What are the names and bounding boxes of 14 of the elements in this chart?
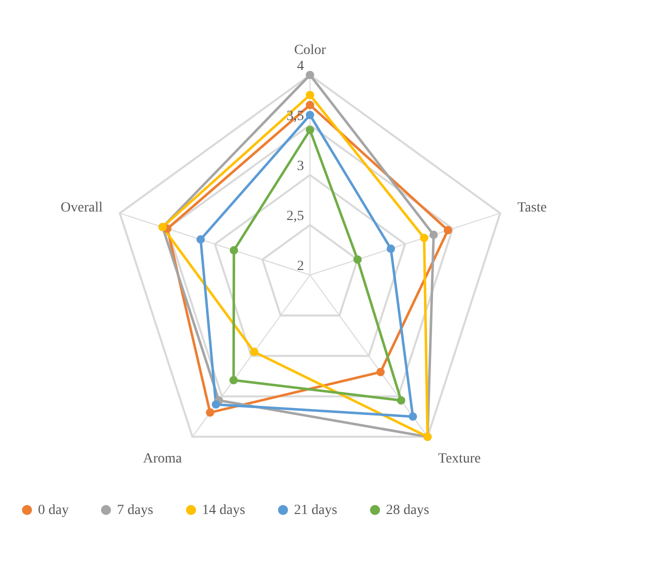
legend-label: 28 days bbox=[386, 503, 430, 518]
y-tick-label: 2,5 bbox=[286, 209, 304, 224]
legend-label: 14 days bbox=[202, 503, 246, 518]
legend-label: 7 days bbox=[117, 503, 154, 518]
y-tick-label: 3 bbox=[297, 159, 304, 174]
spoke-label: Aroma bbox=[142, 451, 183, 466]
legend-label: 0 day bbox=[38, 503, 69, 518]
spoke-label: Overall bbox=[60, 200, 103, 216]
legend-label: 21 days bbox=[294, 503, 338, 518]
y-tick-label: 4 bbox=[297, 59, 304, 74]
y-tick-label: 2 bbox=[297, 259, 304, 274]
spoke-label: Texture bbox=[438, 451, 481, 466]
spoke-label: Color bbox=[294, 43, 326, 58]
spoke-label: Taste bbox=[517, 200, 547, 216]
